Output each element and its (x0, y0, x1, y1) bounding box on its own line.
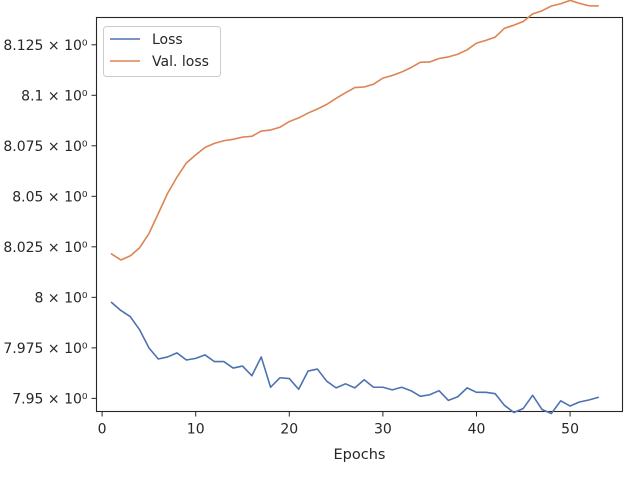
x-axis: 0 10 20 30 40 50 (98, 411, 579, 438)
y-tick-label: 8.025 × 10⁰ (3, 240, 88, 256)
x-tick-label: 50 (561, 422, 579, 438)
x-tick-label: 20 (280, 422, 298, 438)
y-tick-label: 7.95 × 10⁰ (12, 391, 88, 407)
x-tick-label: 10 (187, 422, 205, 438)
y-tick-label: 8.1 × 10⁰ (21, 88, 88, 104)
legend: Loss Val. loss (103, 26, 221, 77)
y-tick-label: 7.975 × 10⁰ (3, 341, 88, 357)
x-axis-label: Epochs (334, 447, 386, 463)
series-line-loss (110, 301, 599, 415)
y-tick-label: 8.05 × 10⁰ (12, 189, 88, 205)
y-axis: 7.95 × 10⁰ 7.975 × 10⁰ 8 × 10⁰ 8.025 × 10⁰ 8… (3, 38, 97, 407)
series-layer (110, 0, 599, 415)
y-tick-label: 8 × 10⁰ (35, 290, 88, 306)
y-tick-label: 8.125 × 10⁰ (3, 38, 88, 54)
legend-label-val-loss: Val. loss (152, 54, 209, 70)
x-tick-label: 30 (374, 422, 392, 438)
y-tick-label: 8.075 × 10⁰ (3, 139, 88, 155)
plot-area (95, 16, 624, 413)
legend-label-loss: Loss (152, 32, 183, 48)
series-line-val-loss (110, 0, 599, 261)
x-tick-label: 40 (468, 422, 486, 438)
x-tick-label: 0 (98, 422, 107, 438)
